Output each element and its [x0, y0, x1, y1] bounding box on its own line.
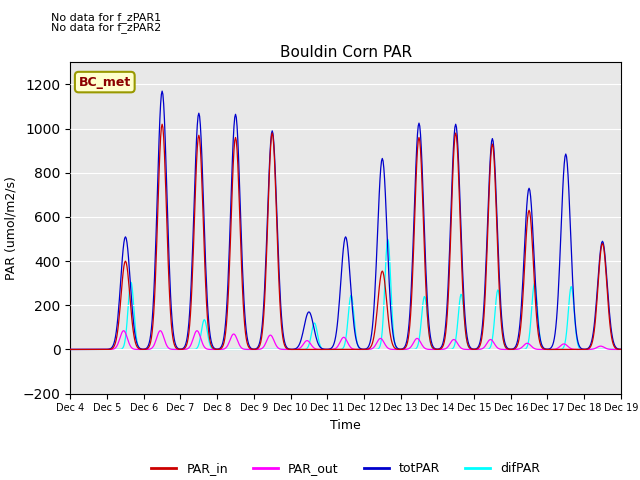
Y-axis label: PAR (umol/m2/s): PAR (umol/m2/s): [4, 176, 17, 280]
totPAR: [273, 209, 280, 215]
Text: No data for f_zPAR1: No data for f_zPAR1: [51, 12, 161, 23]
difPAR: [425, 330, 433, 336]
PAR_out: [67, 347, 74, 352]
PAR_out: [425, 347, 433, 352]
difPAR: [458, 292, 466, 298]
Line: PAR_out: PAR_out: [70, 331, 640, 349]
totPAR: [295, 342, 303, 348]
PAR_out: [458, 346, 466, 351]
X-axis label: Time: Time: [330, 419, 361, 432]
PAR_in: [273, 221, 280, 227]
totPAR: [158, 88, 166, 94]
Line: PAR_in: PAR_in: [70, 124, 640, 349]
difPAR: [243, 347, 251, 352]
totPAR: [244, 338, 252, 344]
PAR_in: [67, 347, 74, 352]
PAR_out: [273, 344, 280, 349]
Text: No data for f_zPAR2: No data for f_zPAR2: [51, 22, 161, 33]
Title: Bouldin Corn PAR: Bouldin Corn PAR: [280, 45, 412, 60]
Line: totPAR: totPAR: [70, 91, 640, 349]
totPAR: [67, 347, 74, 352]
PAR_out: [136, 347, 144, 352]
difPAR: [294, 347, 302, 352]
difPAR: [272, 347, 280, 352]
difPAR: [136, 345, 143, 351]
PAR_in: [425, 330, 433, 336]
difPAR: [384, 236, 392, 242]
PAR_out: [244, 347, 252, 352]
PAR_in: [295, 347, 303, 352]
PAR_in: [244, 342, 252, 348]
PAR_in: [136, 346, 143, 352]
Text: BC_met: BC_met: [79, 75, 131, 89]
PAR_out: [120, 328, 128, 334]
difPAR: [67, 347, 74, 352]
PAR_in: [158, 121, 166, 127]
Line: difPAR: difPAR: [70, 239, 640, 349]
totPAR: [458, 248, 466, 253]
PAR_in: [458, 264, 466, 270]
Legend: PAR_in, PAR_out, totPAR, difPAR: PAR_in, PAR_out, totPAR, difPAR: [147, 457, 545, 480]
totPAR: [425, 321, 433, 326]
totPAR: [136, 345, 143, 350]
PAR_out: [295, 346, 303, 351]
